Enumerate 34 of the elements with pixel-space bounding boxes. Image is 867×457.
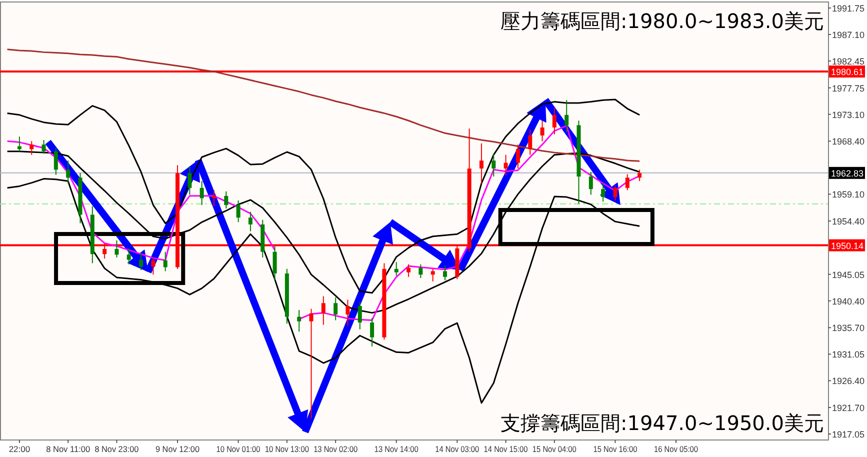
y-tick-label: 1921.70 — [832, 402, 865, 413]
x-tick-label: 14 Nov 15:00 — [484, 444, 534, 454]
x-tick-label: 9 Nov 12:00 — [156, 444, 202, 454]
line-series — [6, 178, 640, 404]
line-series — [6, 48, 640, 162]
ref-line-label: 1980.61 — [831, 67, 864, 78]
y-tick-label: 1935.70 — [832, 323, 865, 334]
annotation: 壓力籌碼區間:1980.0~1983.0美元 — [500, 9, 824, 33]
y-tick-label: 1977.75 — [832, 83, 865, 94]
x-tick-label: 22:00 — [8, 444, 30, 454]
y-tick-label: 1968.40 — [832, 136, 865, 147]
x-tick-label: 10 Nov 01:00 — [216, 444, 267, 454]
ref-line-label: 1962.83 — [831, 168, 864, 178]
x-tick-label: 8 Nov 23:00 — [94, 444, 141, 454]
y-tick-label: 1959.10 — [832, 190, 865, 200]
ref-line-label: 1950.14 — [831, 240, 864, 251]
x-tick-label: 8 Nov 11:00 — [46, 444, 92, 454]
y-tick-label: 1940.40 — [832, 296, 865, 306]
annotation: 支撐籌碼區間:1947.0~1950.0美元 — [500, 411, 824, 435]
y-tick-label: 1991.75 — [832, 3, 865, 14]
y-tick-label: 1945.05 — [832, 270, 865, 280]
y-tick-label: 1973.10 — [832, 110, 865, 120]
y-tick-label: 1987.10 — [832, 30, 865, 40]
y-tick-label: 1931.05 — [832, 350, 865, 360]
x-tick-label: 15 Nov 16:00 — [593, 444, 644, 454]
x-tick-label: 13 Nov 02:00 — [314, 444, 364, 454]
x-tick-label: 13 Nov 14:00 — [374, 444, 425, 454]
x-tick-label: 15 Nov 04:00 — [532, 444, 584, 454]
y-tick-label: 1926.40 — [832, 376, 865, 386]
line-series — [6, 98, 640, 294]
y-tick-label: 1982.45 — [832, 56, 865, 67]
y-tick-label: 1954.40 — [832, 216, 865, 226]
x-tick-label: 16 Nov 05:00 — [654, 444, 705, 454]
y-tick-label: 1917.05 — [832, 430, 865, 440]
